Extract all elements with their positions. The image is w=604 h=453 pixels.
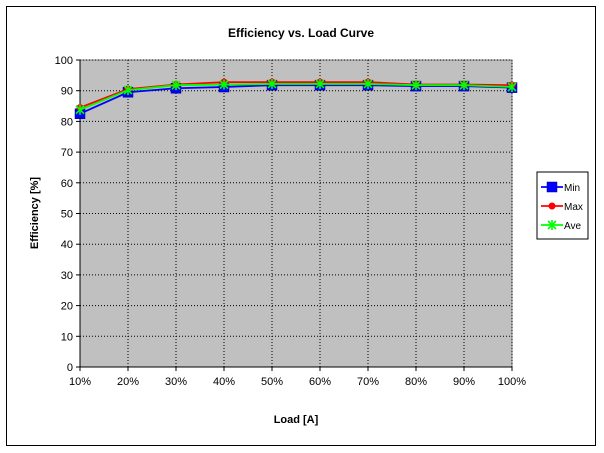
- data-point-ave: [315, 78, 325, 89]
- legend-marker-max: [548, 202, 556, 210]
- legend-items: Min Max Ave: [541, 181, 583, 232]
- x-tick-label: 40%: [213, 376, 235, 388]
- legend-item-ave: Ave: [541, 220, 581, 232]
- data-point-ave: [123, 85, 133, 96]
- chart-title: Efficiency vs. Load Curve: [228, 26, 374, 40]
- x-tick-label: 90%: [453, 376, 475, 388]
- x-tick-label: 20%: [117, 376, 139, 388]
- data-point-ave: [363, 78, 373, 89]
- y-tick-label: 80: [61, 116, 73, 128]
- y-tick-label: 40: [61, 239, 73, 251]
- chart-legend: Min Max Ave: [536, 171, 589, 240]
- x-tick-label: 80%: [405, 376, 427, 388]
- series-line-min: [79, 84, 513, 115]
- legend-label-max: Max: [564, 202, 583, 213]
- data-point-ave: [507, 82, 517, 93]
- legend-label-min: Min: [564, 183, 580, 194]
- x-axis-title: Load [A]: [274, 414, 319, 426]
- y-tick-label: 100: [55, 55, 73, 67]
- efficiency-line-chart: Efficiency vs. Load Curve 0 10 20 30 40 50 60 7…: [29, 26, 589, 426]
- data-point-ave: [171, 80, 181, 91]
- data-point-ave: [411, 80, 421, 91]
- y-axis-title: Efficiency [%]: [29, 177, 41, 249]
- x-tick-label: 30%: [165, 376, 187, 388]
- x-tick-label: 60%: [309, 376, 331, 388]
- y-tick-label: 60: [61, 178, 73, 190]
- legend-marker-min: [546, 181, 558, 193]
- x-tick-label: 70%: [357, 376, 379, 388]
- data-point-ave: [219, 79, 229, 90]
- data-point-ave: [459, 80, 469, 91]
- legend-label-ave: Ave: [564, 221, 581, 232]
- legend-marker-ave: [547, 220, 557, 230]
- y-tick-label: 50: [61, 209, 73, 221]
- legend-item-min: Min: [541, 181, 580, 194]
- chart-area: Efficiency vs. Load Curve 0 10 20 30 40 50 60 7…: [6, 6, 596, 446]
- y-tick-label: 70: [61, 147, 73, 159]
- tick-labels: 0 10 20 30 40 50 60 70 80 90 100 10% 20% 30% 40% 50% 60%…: [55, 55, 527, 388]
- y-tick-label: 20: [61, 301, 73, 313]
- series-line-ave: [79, 83, 513, 111]
- data-series: [74, 78, 518, 119]
- data-point-ave: [267, 78, 277, 89]
- x-tick-label: 50%: [261, 376, 283, 388]
- y-tick-label: 0: [67, 362, 73, 374]
- x-tick-label: 10%: [69, 376, 91, 388]
- y-tick-label: 90: [61, 86, 73, 98]
- y-tick-label: 10: [61, 331, 73, 343]
- y-tick-label: 30: [61, 270, 73, 282]
- data-point-ave: [75, 104, 85, 115]
- legend-item-max: Max: [541, 202, 583, 213]
- x-tick-label: 100%: [498, 376, 526, 388]
